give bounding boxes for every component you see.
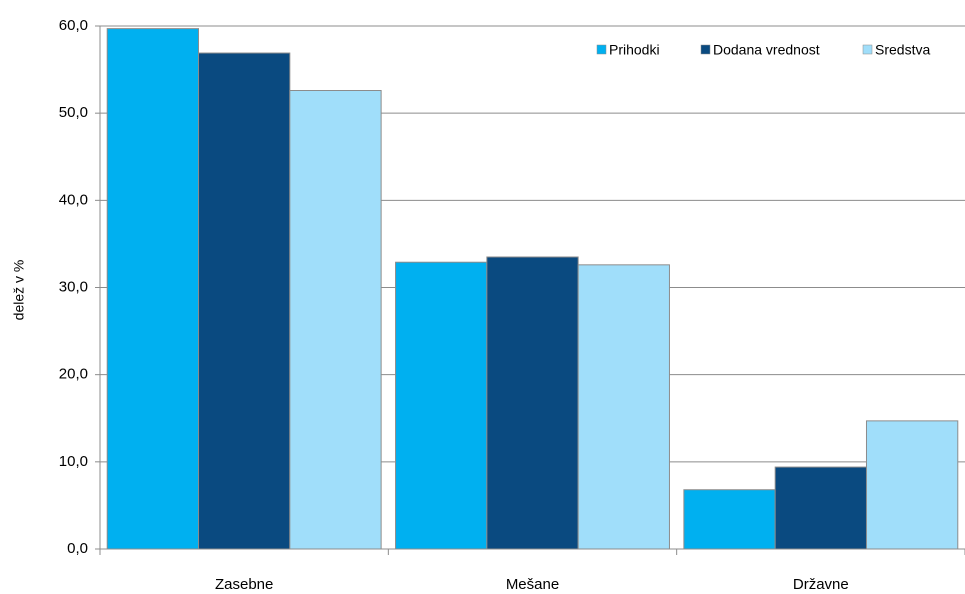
x-tick-label: Mešane xyxy=(506,576,559,593)
y-tick-label: 30,0 xyxy=(59,278,88,295)
bar xyxy=(289,90,382,550)
y-tick-label: 50,0 xyxy=(59,104,88,121)
bar xyxy=(865,420,959,550)
y-axis-label: delež v % xyxy=(11,260,27,321)
bar xyxy=(395,261,488,550)
legend-label: Dodana vrednost xyxy=(713,42,820,58)
x-tick-label: Zasebne xyxy=(215,576,273,593)
legend-swatch xyxy=(700,44,711,55)
y-tick-label: 40,0 xyxy=(59,191,88,208)
y-tick-label: 20,0 xyxy=(59,366,88,383)
y-tick-label: 0,0 xyxy=(67,540,88,557)
legend-swatch xyxy=(862,44,873,55)
legend-swatch xyxy=(596,44,607,55)
y-tick-label: 10,0 xyxy=(59,453,88,470)
legend-label: Prihodki xyxy=(609,42,660,58)
bar xyxy=(683,489,776,550)
x-tick-label: Državne xyxy=(793,576,849,593)
legend-label: Sredstva xyxy=(875,42,930,58)
y-tick-label: 60,0 xyxy=(59,17,88,34)
bar xyxy=(774,466,867,550)
bar xyxy=(486,256,579,550)
bar xyxy=(198,52,291,550)
bar xyxy=(106,28,200,550)
bar xyxy=(577,264,670,550)
